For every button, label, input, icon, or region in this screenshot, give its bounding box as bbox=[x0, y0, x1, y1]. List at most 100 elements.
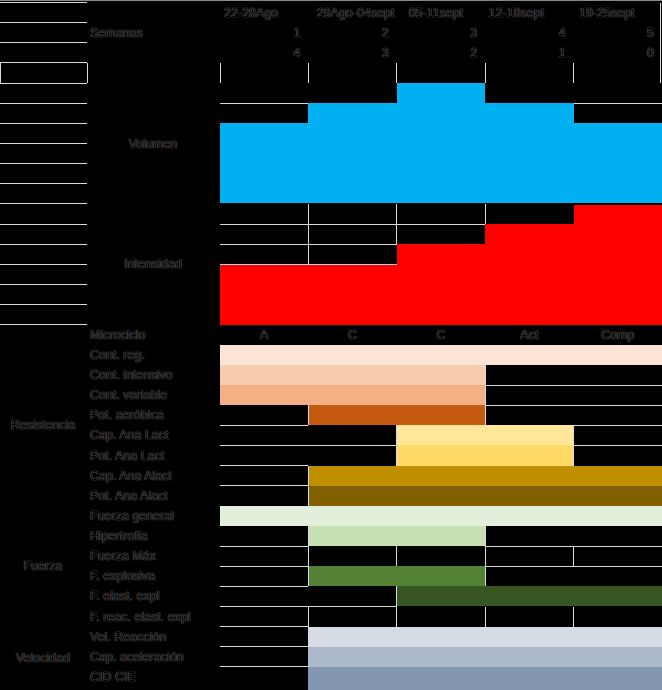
microciclo-label: Microciclo bbox=[90, 328, 146, 342]
gridline-v bbox=[220, 63, 221, 83]
intensidad-bar-week-3 bbox=[397, 244, 485, 325]
gridline-v bbox=[308, 63, 309, 83]
week-date-header: 05-11sept bbox=[409, 6, 464, 20]
volumen-label: Volumen bbox=[129, 137, 178, 151]
gridline-v bbox=[87, 63, 88, 83]
week-number: 2 bbox=[382, 26, 389, 40]
gridline-h bbox=[485, 405, 662, 406]
gridline-h bbox=[220, 445, 397, 446]
gridline-h bbox=[0, 264, 87, 265]
microciclo-value: C bbox=[348, 328, 357, 342]
capacity-bar bbox=[308, 627, 662, 647]
gridline-v bbox=[485, 63, 486, 83]
capacity-bar bbox=[308, 566, 485, 586]
gridline-v bbox=[485, 365, 486, 425]
week-number: 1 bbox=[293, 26, 300, 40]
intensidad-bar-week-1 bbox=[220, 264, 308, 324]
gridline-v bbox=[308, 204, 309, 264]
volumen-bar-week-3 bbox=[397, 83, 485, 203]
gridline-h bbox=[0, 83, 87, 84]
gridline-v bbox=[0, 63, 1, 83]
capacity-row-label: Pot. Ana Lact bbox=[90, 449, 164, 463]
weeks-remaining-number: 1 bbox=[559, 46, 566, 60]
capacity-bar bbox=[397, 425, 574, 445]
semanas-label: Semanas bbox=[90, 26, 143, 40]
gridline-h bbox=[574, 103, 662, 104]
gridline-v bbox=[485, 526, 486, 546]
capacity-bar bbox=[308, 647, 662, 667]
week-date-header: 19-25sept bbox=[579, 6, 635, 20]
gridline-h bbox=[0, 224, 87, 225]
gridline-h bbox=[220, 103, 308, 104]
capacity-bar bbox=[308, 486, 662, 506]
gridline-v bbox=[396, 63, 397, 83]
capacity-row-label: F. reac. elast. expl bbox=[90, 610, 191, 624]
intensidad-bar-week-2 bbox=[308, 264, 396, 324]
weeks-remaining-number: 2 bbox=[470, 46, 477, 60]
capacity-bar bbox=[220, 385, 485, 405]
gridline-v bbox=[485, 566, 486, 586]
gridline-v bbox=[308, 546, 309, 566]
gridline-h bbox=[0, 103, 87, 104]
intensidad-bar-week-5 bbox=[574, 205, 662, 325]
microciclo-value: Comp bbox=[601, 328, 634, 342]
gridline-v bbox=[308, 607, 309, 627]
gridline-h bbox=[0, 2, 87, 3]
gridline-v bbox=[308, 466, 309, 506]
gridline-h-top bbox=[0, 0, 662, 1]
capacity-bar bbox=[308, 667, 662, 690]
gridline-h bbox=[220, 666, 308, 667]
gridline-h bbox=[220, 546, 308, 547]
gridline-h bbox=[574, 445, 662, 446]
gridline-v bbox=[396, 425, 397, 465]
gridline-h bbox=[220, 485, 308, 486]
gridline-v bbox=[573, 546, 574, 566]
gridline-h bbox=[220, 425, 308, 426]
gridline-h bbox=[0, 183, 87, 184]
capacity-row-label: Cap. Ana Lact bbox=[90, 428, 169, 442]
capacity-bar bbox=[397, 445, 574, 465]
capacity-row-label: Cap. aceleración bbox=[90, 650, 184, 664]
gridline-v bbox=[485, 546, 486, 566]
capacity-bar bbox=[308, 466, 662, 486]
week-date-header: 22-28Ago bbox=[224, 6, 278, 20]
gridline-v bbox=[485, 204, 486, 224]
capacity-row-label: Fuerza general bbox=[90, 509, 174, 523]
gridline-h bbox=[0, 304, 87, 305]
capacity-row-label: Pot. Ana Alact bbox=[90, 489, 168, 503]
capacity-row-label: Cont. variable bbox=[90, 388, 167, 402]
week-number: 5 bbox=[647, 26, 654, 40]
gridline-h bbox=[0, 22, 87, 23]
group-label-resistencia: Resistencia bbox=[11, 418, 76, 432]
gridline-v bbox=[573, 63, 574, 83]
gridline-v bbox=[308, 405, 309, 425]
intensidad-label: Intensidad bbox=[124, 257, 182, 271]
periodization-table: 22-28Ago29Ago-04sept05-11sept12-18sept19… bbox=[0, 0, 662, 690]
capacity-row-label: Vel. Reacción bbox=[90, 630, 166, 644]
gridline-h bbox=[220, 586, 308, 587]
microciclo-value: A bbox=[260, 328, 268, 342]
gridline-h bbox=[0, 163, 87, 164]
gridline-h bbox=[220, 626, 308, 627]
capacity-row-label: Cap. Ana Alact bbox=[90, 469, 172, 483]
gridline-v bbox=[308, 526, 309, 546]
gridline-h bbox=[0, 324, 87, 325]
gridline-v bbox=[573, 607, 574, 627]
capacity-row-label: Fuerza Máx bbox=[90, 549, 156, 563]
gridline-h bbox=[220, 224, 485, 225]
gridline-h bbox=[574, 425, 662, 426]
group-label-velocidad: Velocidad bbox=[16, 651, 70, 665]
volumen-bar-week-4 bbox=[485, 103, 573, 203]
gridline-h bbox=[0, 62, 87, 63]
week-number: 4 bbox=[559, 26, 566, 40]
week-date-header: 12-18sept bbox=[489, 6, 545, 20]
gridline-h bbox=[220, 646, 308, 647]
gridline-v bbox=[396, 204, 397, 244]
capacity-bar bbox=[308, 405, 485, 425]
gridline-v bbox=[573, 425, 574, 465]
microciclo-value: C bbox=[436, 328, 445, 342]
weeks-remaining-number: 3 bbox=[382, 46, 389, 60]
week-number: 3 bbox=[470, 26, 477, 40]
gridline-h bbox=[0, 244, 87, 245]
gridline-v bbox=[396, 586, 397, 606]
